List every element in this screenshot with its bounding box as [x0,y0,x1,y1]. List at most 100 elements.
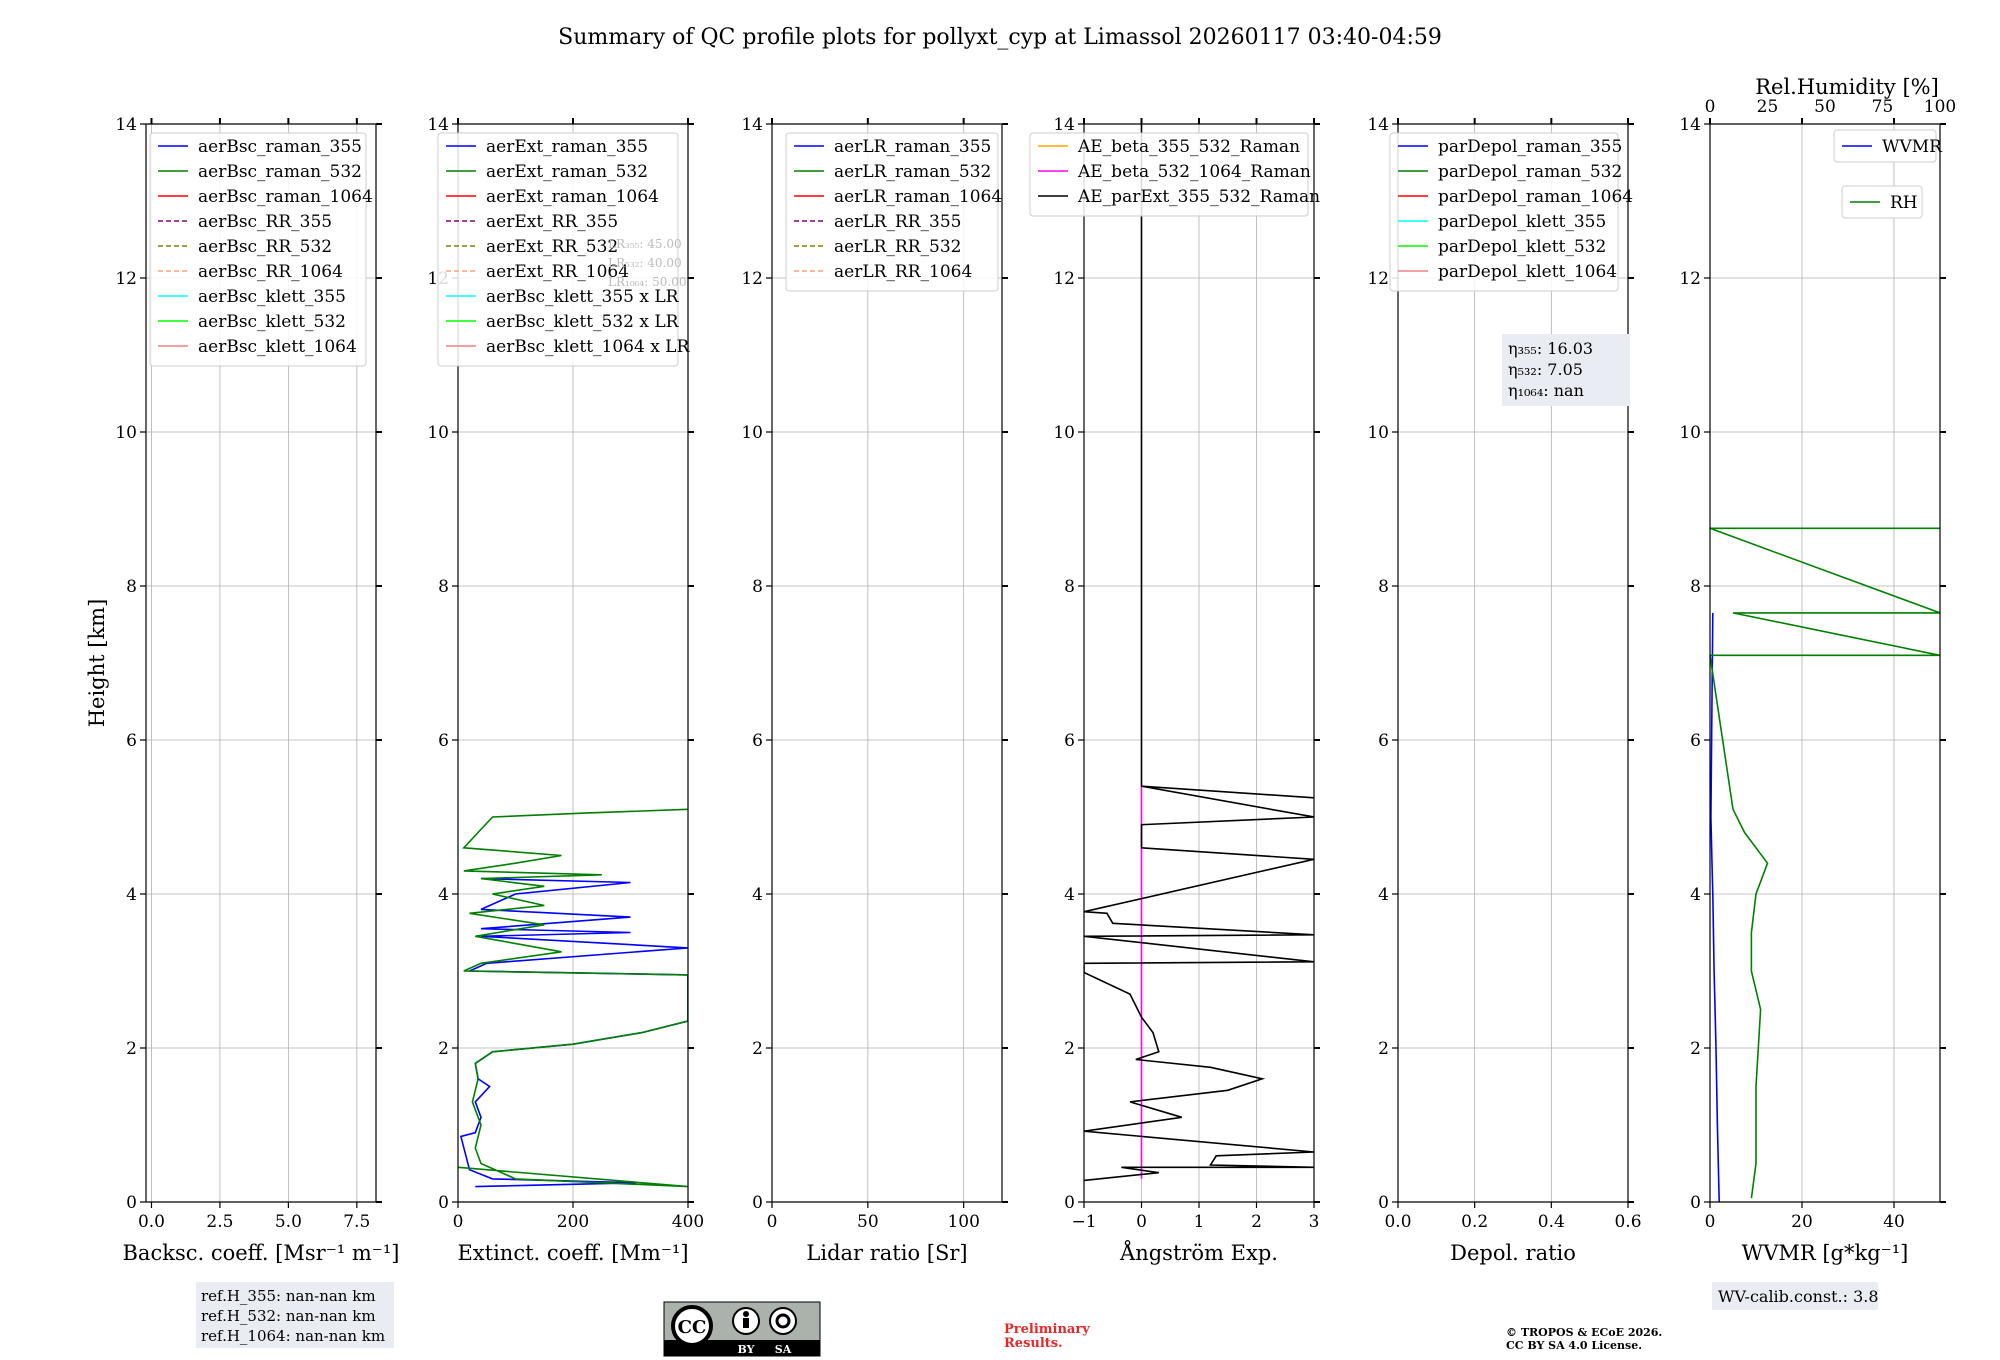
ytick-label: 8 [1064,577,1075,597]
xtick-label: 20 [1791,1212,1813,1232]
preliminary-line-1: Preliminary [1004,1322,1090,1337]
ytick-label: 12 [1679,269,1701,289]
xtick-label: 1 [1194,1212,1205,1232]
legend-label: aerLR_RR_1064 [834,262,972,282]
ytick-label: 0 [1378,1193,1389,1213]
legend-label: aerExt_raman_1064 [486,187,659,207]
legend-box [149,132,367,367]
lr-annotation: LR₁₀₆₄: 50.00 [608,275,686,289]
lr-annotation: LR₃₅₅: 45.00 [608,237,682,251]
top-xtick-label: 75 [1872,97,1894,117]
ytick-label: 10 [1679,423,1701,443]
legend-label: AE_beta_532_1064_Raman [1077,162,1311,182]
legend-label: AE_beta_355_532_Raman [1077,137,1300,157]
ytick-label: 2 [752,1039,763,1059]
ytick-label: 6 [438,731,449,751]
copyright-line-1: © TROPOS & ECoE 2026. [1506,1326,1662,1339]
ytick-label: 8 [126,577,137,597]
legend-label: aerBsc_klett_1064 x LR [486,337,690,357]
ylabel: Height [km] [85,599,109,728]
legend: WVMR RH [1833,129,1943,219]
legend-label: aerLR_raman_355 [834,137,991,157]
xlabel: Ångström Exp. [1119,1240,1278,1265]
legend-label: RH [1890,193,1918,213]
xtick-label: 40 [1883,1212,1905,1232]
ytick-label: 12 [1367,269,1389,289]
xtick-label: 50 [857,1212,879,1232]
cc-logo-text: CC [678,1317,707,1338]
ytick-label: 10 [1367,423,1389,443]
panel-depol: 0 2 4 6 8 10 12 14 0.0 0.2 0.4 0.6 Depol. ratio parDe… [1367,115,1641,1265]
ytick-label: 4 [1690,885,1701,905]
badge-by: BY [738,1343,755,1356]
wv-calib: WV-calib.const.: 3.8 [1718,1287,1879,1306]
ytick-label: 14 [1053,115,1075,135]
series-group [1084,124,1314,1182]
xtick-label: −1 [1071,1212,1096,1232]
panel-ext: 024681012140200400Extinct. coeff. [Mm⁻¹]… [427,115,704,1265]
series-line-RH [1710,527,1940,1199]
legend-label: aerBsc_RR_532 [198,237,332,257]
refh-355: ref.H_355: nan-nan km [201,1287,376,1305]
legend-box [1389,132,1619,292]
ytick-label: 10 [741,423,763,443]
badge-sa: SA [775,1343,792,1356]
ytick-label: 2 [1378,1039,1389,1059]
refh-box: ref.H_355: nan-nan km ref.H_532: nan-nan… [196,1282,394,1348]
ytick-label: 14 [427,115,449,135]
xtick-label: 400 [672,1212,704,1232]
eta-box [1502,334,1630,406]
legend-label: aerExt_RR_1064 [486,262,629,282]
ytick-label: 8 [1378,577,1389,597]
xlabel: Backsc. coeff. [Msr⁻¹ m⁻¹] [123,1241,400,1265]
legend-label: aerLR_RR_355 [834,212,961,232]
legend: aerBsc_raman_355 aerBsc_raman_532 aerBsc_r… [149,132,373,367]
series-line-AE_parExt_355_532_Raman [1084,124,1314,1182]
eta-annotation: η₁₀₆₄: nan [1508,381,1584,400]
eta-annotation: η₃₅₅: 16.03 [1508,339,1593,358]
copyright-line-2: CC BY SA 4.0 License. [1506,1339,1642,1352]
ytick-label: 0 [438,1193,449,1213]
xtick-label: 0 [1136,1212,1147,1232]
legend-box [437,132,679,367]
ytick-label: 2 [1064,1039,1075,1059]
xlabel: Depol. ratio [1450,1241,1576,1265]
legend-label: aerExt_RR_532 [486,237,618,257]
cc-logo-icon [671,1305,713,1347]
legend-label: parDepol_klett_355 [1438,212,1606,232]
refh-1064: ref.H_1064: nan-nan km [201,1327,385,1345]
xtick-label: 2.5 [206,1212,233,1232]
ytick-label: 4 [1378,885,1389,905]
ytick-label: 12 [115,269,137,289]
legend-label: aerBsc_RR_355 [198,212,332,232]
xtick-label: 0.2 [1461,1212,1488,1232]
ytick-label: 8 [1690,577,1701,597]
ytick-label: 14 [1367,115,1389,135]
ytick-label: 6 [1690,731,1701,751]
ytick-label: 4 [126,885,137,905]
legend-label: aerBsc_klett_532 [198,312,346,332]
legend-label: aerExt_raman_355 [486,137,648,157]
legend-box [1833,129,1937,163]
top-xtick-label: 25 [1757,97,1779,117]
series-line-WVMR [1710,612,1720,1202]
xtick-label: 0 [453,1212,464,1232]
legend-label: aerLR_raman_532 [834,162,991,182]
ytick-label: 2 [1690,1039,1701,1059]
legend-box [1029,132,1309,217]
ytick-label: 10 [427,423,449,443]
legend-label: parDepol_raman_355 [1438,137,1622,157]
legend-label: aerBsc_klett_1064 [198,337,357,357]
ytick-label: 2 [126,1039,137,1059]
xtick-label: 0.6 [1614,1212,1641,1232]
sa-share-icon [769,1307,797,1335]
legend-label: AE_parExt_355_532_Raman [1077,187,1320,207]
legend-label: parDepol_raman_532 [1438,162,1622,182]
refh-532: ref.H_532: nan-nan km [201,1307,376,1325]
xtick-label: 0.0 [1384,1212,1411,1232]
ytick-label: 12 [741,269,763,289]
xtick-label: 0.0 [138,1212,165,1232]
xlabel: Lidar ratio [Sr] [806,1241,967,1265]
top-xlabel: Rel.Humidity [%] [1755,75,1939,99]
